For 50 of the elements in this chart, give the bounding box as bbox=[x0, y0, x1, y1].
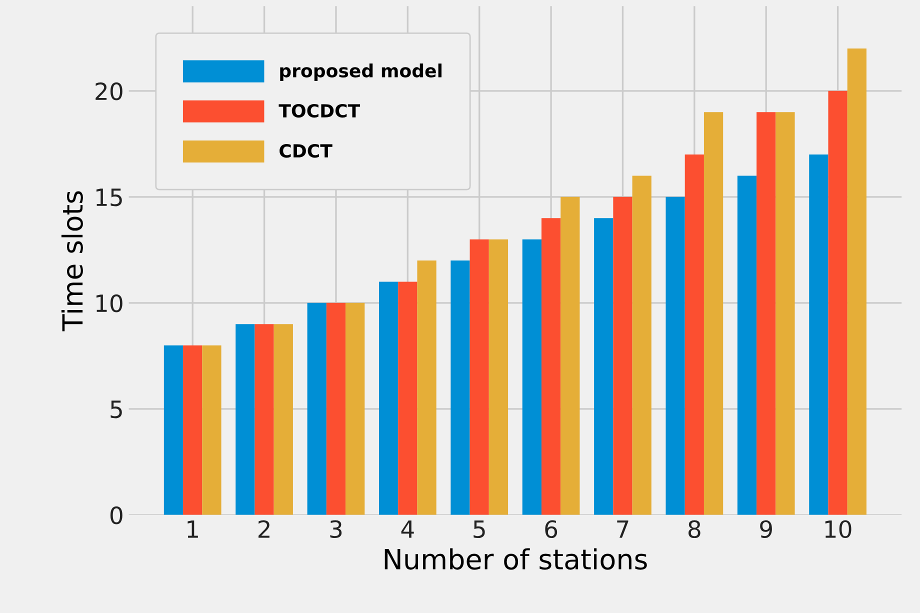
bar bbox=[470, 239, 489, 515]
bar bbox=[632, 176, 652, 515]
x-tick-label: 2 bbox=[258, 520, 270, 538]
bar bbox=[613, 196, 632, 515]
x-tick-label: 9 bbox=[760, 520, 772, 538]
y-axis-title: Time slots bbox=[61, 191, 83, 332]
legend-label: TOCDCT bbox=[278, 104, 360, 118]
bar bbox=[164, 345, 184, 515]
bar bbox=[450, 260, 470, 515]
bar bbox=[326, 302, 346, 515]
bar bbox=[274, 324, 293, 515]
bar bbox=[809, 154, 828, 515]
bar bbox=[828, 90, 848, 515]
bar bbox=[666, 196, 685, 515]
y-tick-label: 20 bbox=[96, 82, 122, 100]
x-tick-label: 8 bbox=[688, 520, 700, 538]
bar bbox=[346, 302, 365, 515]
bar bbox=[417, 260, 436, 515]
bar bbox=[776, 112, 795, 515]
x-tick-label: 6 bbox=[545, 520, 558, 538]
x-tick-label: 1 bbox=[188, 520, 198, 538]
bar bbox=[398, 282, 418, 515]
y-tick-label: 10 bbox=[96, 294, 122, 312]
x-tick-label: 5 bbox=[474, 520, 485, 538]
x-tick-label: 10 bbox=[825, 520, 852, 538]
legend-label: CDCT bbox=[280, 144, 332, 158]
y-tick-label: 0 bbox=[110, 506, 122, 524]
bar bbox=[756, 112, 776, 515]
bar bbox=[541, 218, 561, 515]
bar bbox=[684, 154, 704, 515]
bar bbox=[488, 239, 508, 515]
legend-label: proposed model bbox=[280, 64, 442, 82]
bar bbox=[847, 48, 866, 515]
bar bbox=[254, 324, 274, 515]
bar bbox=[378, 282, 398, 515]
x-tick-label: 4 bbox=[401, 520, 414, 538]
y-tick-label: 15 bbox=[96, 188, 122, 206]
bar bbox=[594, 218, 614, 515]
bar bbox=[704, 112, 724, 515]
x-tick-label: 3 bbox=[330, 520, 342, 538]
bar bbox=[183, 345, 202, 515]
y-tick-label: 5 bbox=[110, 400, 122, 418]
bar bbox=[236, 324, 255, 515]
x-axis-title: Number of stations bbox=[384, 548, 647, 570]
x-tick-label: 7 bbox=[617, 520, 628, 538]
bar bbox=[522, 239, 542, 515]
bar bbox=[560, 196, 580, 515]
bar bbox=[737, 176, 757, 515]
bar bbox=[307, 302, 326, 515]
bar bbox=[202, 345, 222, 515]
